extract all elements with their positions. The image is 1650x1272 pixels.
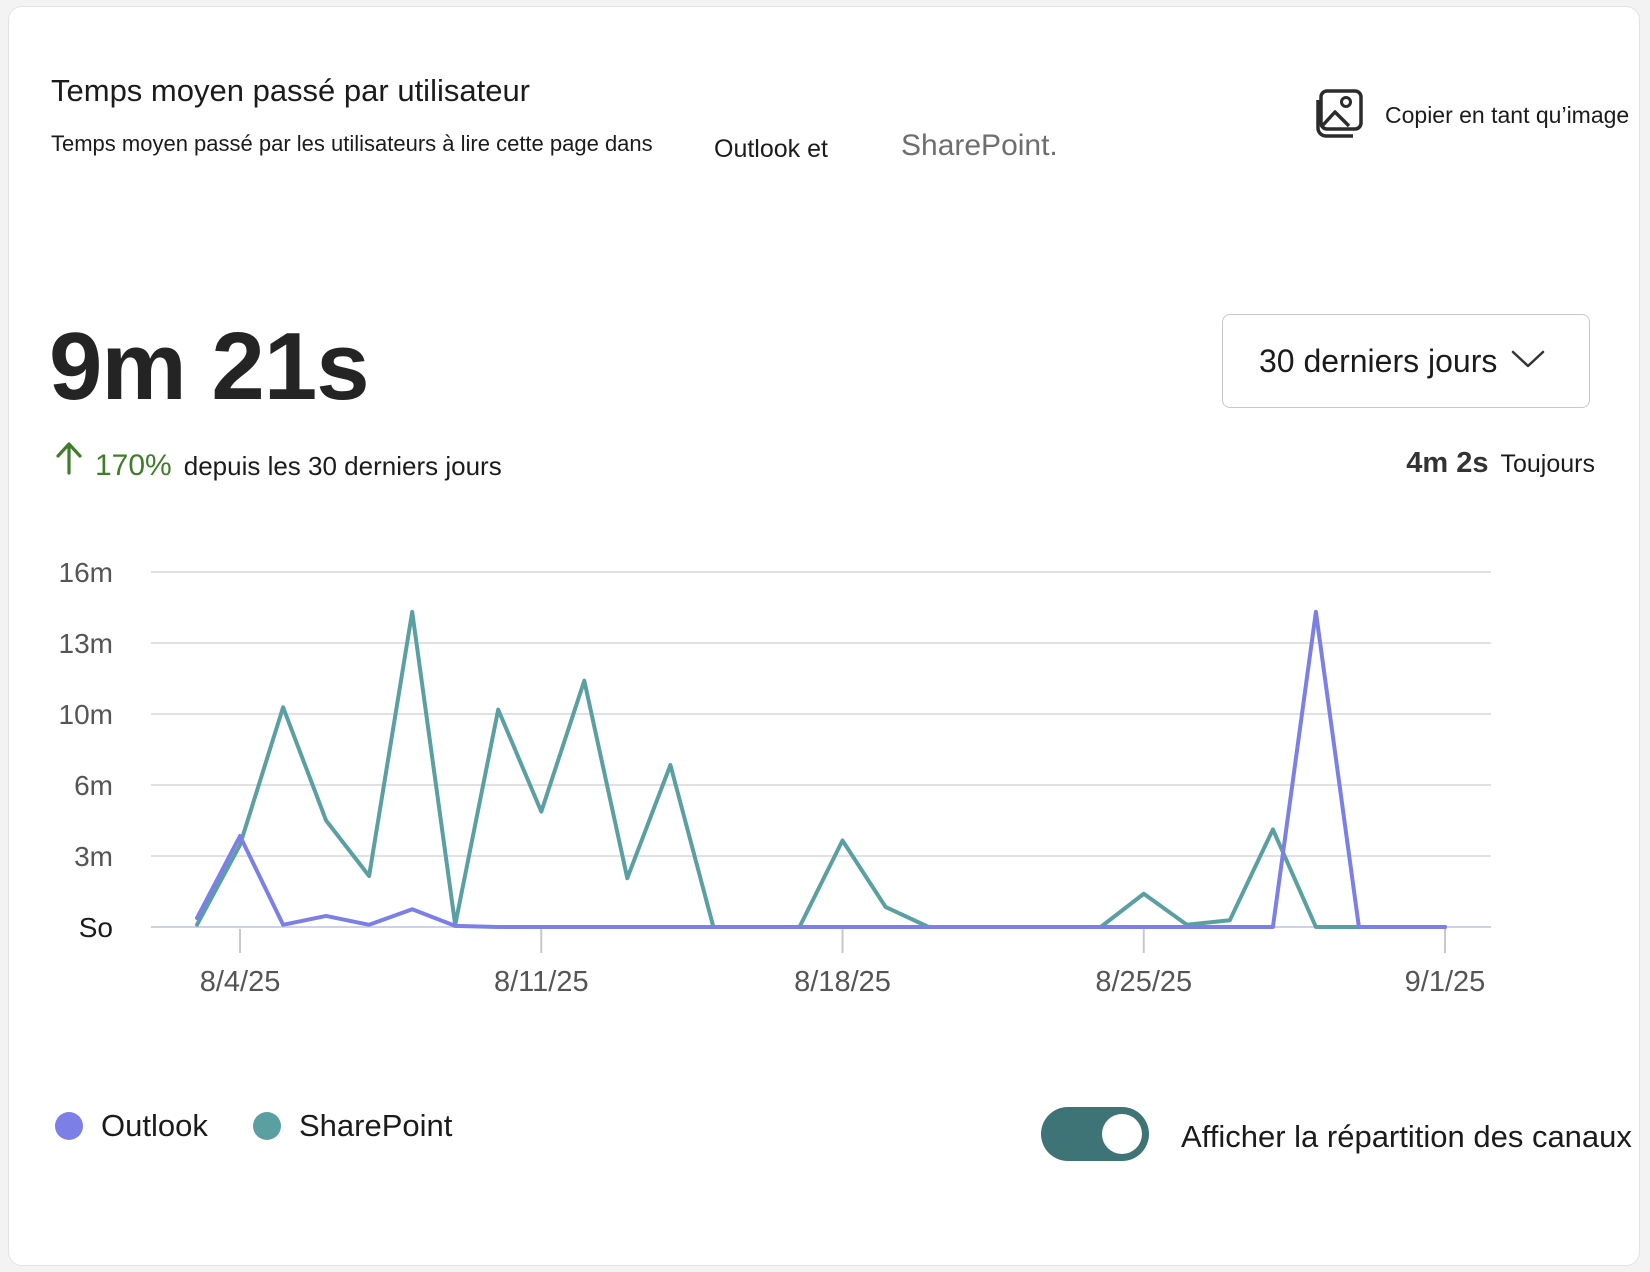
line-chart: So 3m 6m 10m 13m 16m 8/4/25 8/11/25 8/18/25 8/25/… bbox=[59, 557, 1491, 998]
copy-as-image-label: Copier en tant qu’image bbox=[1385, 101, 1630, 128]
x-tick-label: 8/25/25 bbox=[1095, 966, 1192, 998]
trend-text: depuis les 30 derniers jours bbox=[183, 451, 502, 481]
legend-item-outlook[interactable]: Outlook bbox=[55, 1108, 208, 1144]
channel-breakdown-label: Afficher la répartition des canaux bbox=[1181, 1119, 1632, 1154]
x-tick-label: 8/11/25 bbox=[494, 966, 589, 998]
all-time-value: 4m 2s bbox=[1406, 447, 1489, 479]
legend-label-outlook: Outlook bbox=[101, 1108, 208, 1143]
series-line-sharepoint bbox=[195, 609, 1447, 929]
card-title: Temps moyen passé par utilisateur bbox=[51, 73, 531, 108]
subtitle-sharepoint: SharePoint. bbox=[901, 129, 1058, 162]
y-tick-label: 10m bbox=[59, 699, 113, 730]
chevron-down-icon bbox=[1511, 349, 1545, 374]
x-tick-label: 8/4/25 bbox=[200, 966, 281, 998]
x-tick-label: 9/1/25 bbox=[1405, 966, 1486, 998]
channel-breakdown-toggle[interactable] bbox=[1041, 1107, 1149, 1161]
chart-card: Temps moyen passé par utilisateur Temps … bbox=[8, 6, 1640, 1266]
period-dropdown[interactable]: 30 derniers jours bbox=[1222, 314, 1590, 408]
x-tick-label: 8/18/25 bbox=[794, 966, 891, 998]
series-line-outlook bbox=[195, 609, 1447, 929]
legend-item-sharepoint[interactable]: SharePoint bbox=[253, 1108, 452, 1144]
all-time-label: Toujours bbox=[1500, 450, 1596, 478]
y-tick-label: 16m bbox=[59, 557, 113, 588]
y-tick-label: 13m bbox=[59, 628, 113, 659]
y-tick-label: 6m bbox=[74, 770, 113, 801]
card-subtitle: Temps moyen passé par les utilisateurs à… bbox=[51, 131, 653, 156]
trend-row: 170% depuis les 30 derniers jours bbox=[55, 441, 502, 483]
arrow-up-icon bbox=[55, 441, 83, 480]
y-tick-label: 3m bbox=[74, 841, 113, 872]
subtitle-outlook: Outlook et bbox=[714, 135, 828, 163]
all-time-stat: 4m 2s Toujours bbox=[1406, 447, 1595, 480]
y-tick-label: So bbox=[79, 912, 113, 943]
period-dropdown-label: 30 derniers jours bbox=[1259, 342, 1498, 379]
metric-value: 9m 21s bbox=[49, 313, 370, 420]
legend-dot-sharepoint bbox=[253, 1112, 281, 1140]
legend-label-sharepoint: SharePoint bbox=[299, 1108, 453, 1143]
toggle-knob bbox=[1102, 1114, 1142, 1154]
trend-percent: 170% bbox=[95, 449, 172, 482]
legend-dot-outlook bbox=[55, 1112, 83, 1140]
image-icon bbox=[1315, 88, 1365, 143]
copy-as-image-button[interactable]: Copier en tant qu’image bbox=[1315, 87, 1629, 143]
